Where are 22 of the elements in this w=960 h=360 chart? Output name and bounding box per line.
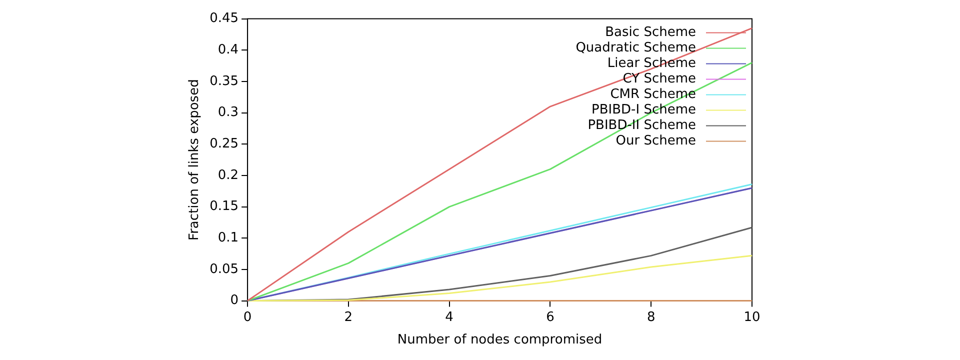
y-tick-label: 0.25	[210, 136, 239, 152]
y-tick-label: 0.05	[210, 262, 239, 277]
legend-label: Our Scheme	[616, 134, 696, 149]
y-axis-title: Fraction of links exposed	[187, 79, 202, 240]
y-tick-label: 0.15	[210, 199, 239, 214]
x-tick-label: 6	[546, 310, 554, 325]
x-axis-title: Number of nodes compromised	[397, 332, 602, 348]
y-tick-label: 0.1	[218, 230, 239, 246]
y-tick-label: 0.4	[218, 42, 239, 58]
x-tick-label: 2	[344, 310, 353, 325]
x-tick-label: 0	[243, 310, 252, 325]
legend-label: Basic Scheme	[605, 25, 696, 40]
y-tick-label: 0	[230, 293, 239, 308]
x-tick-label: 8	[646, 310, 656, 325]
y-tick-label: 0.3	[218, 105, 239, 120]
x-tick-label: 10	[744, 310, 760, 325]
y-tick-label: 0.45	[210, 11, 239, 26]
legend-label: Quadratic Scheme	[576, 40, 696, 56]
x-tick-label: 4	[445, 310, 454, 325]
legend-label: CY Scheme	[622, 72, 696, 87]
y-tick-label: 0.2	[218, 168, 239, 183]
y-tick-label: 0.35	[210, 74, 239, 89]
